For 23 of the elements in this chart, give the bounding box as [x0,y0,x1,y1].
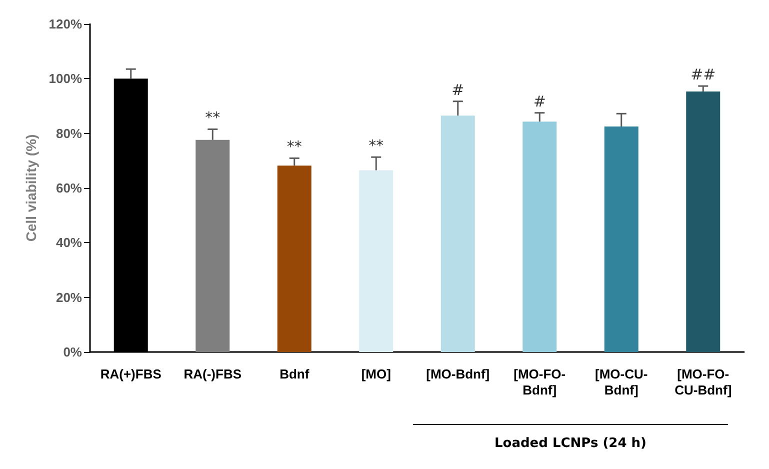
annotation: # [452,80,464,99]
x-tick-label: [MO-Bdnf] [426,366,490,382]
y-tick-label: 80% [56,126,82,141]
y-tick-label: 0% [63,344,82,360]
x-tick-label: RA(-)FBS [184,366,242,382]
annotation: ## [690,66,716,84]
y-axis-title: Cell viability (%) [22,134,39,242]
y-tick-label: 20% [56,290,82,305]
x-tick-label: Bdnf [280,366,310,382]
x-tick-label: [MO-FO-CU-Bdnf] [674,366,732,398]
y-tick-label: 100% [48,71,82,86]
y-tick-label: 120% [48,16,82,32]
x-tick-label: [MO] [361,366,391,382]
annotation: ** [286,138,302,156]
y-tick-label: 60% [56,180,82,196]
x-tick-label: [MO-CU-Bdnf] [595,366,648,398]
annotation: # [533,92,546,110]
annotation: ** [368,136,384,155]
annotation: ** [205,108,221,127]
x-tick-label: [MO-FO-Bdnf] [514,366,566,398]
text: Loaded LCNPs (24 h) [494,436,648,451]
x-tick-label: RA(+)FBS [100,366,162,382]
y-tick-label: 40% [56,235,82,250]
